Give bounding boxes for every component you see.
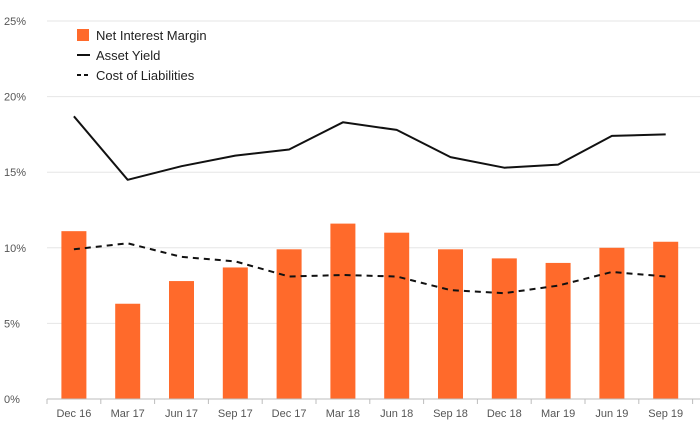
x-tick-label: Dec 17 [272, 408, 307, 420]
x-tick-label: Sep 17 [218, 408, 253, 420]
bar-series [61, 223, 679, 399]
x-tick-label: Jun 18 [380, 408, 413, 420]
bar-net-interest-margin [438, 249, 463, 399]
x-tick-label: Dec 18 [487, 408, 522, 420]
y-tick-label: 10% [4, 243, 26, 255]
bar-net-interest-margin [384, 232, 410, 399]
y-tick-label: 15% [4, 167, 26, 179]
x-tick-label: Mar 18 [326, 408, 360, 420]
bar-net-interest-margin [653, 241, 679, 399]
bar-net-interest-margin [169, 281, 194, 399]
bar-net-interest-margin [330, 223, 356, 399]
x-tick-label: Mar 17 [111, 408, 145, 420]
x-tick-label: Mar 19 [541, 408, 575, 420]
bar-net-interest-margin [115, 303, 141, 399]
x-tick-label: Jun 17 [165, 408, 198, 420]
legend-label: Net Interest Margin [96, 28, 207, 43]
x-tick-label: Dec 16 [56, 408, 91, 420]
y-tick-label: 20% [4, 92, 26, 104]
x-tick-label: Sep 19 [648, 408, 683, 420]
bar-net-interest-margin [491, 258, 517, 399]
legend-swatch-net-interest-margin [77, 29, 89, 41]
x-tick-label: Sep 18 [433, 408, 468, 420]
legend: Net Interest Margin Asset Yield Cost of Li… [77, 28, 207, 83]
line-cost-of-liabilities [73, 242, 666, 295]
line-series [73, 115, 666, 295]
x-tick-label: Jun 19 [595, 408, 628, 420]
x-axis: Dec 16 Mar 17 Jun 17 Sep 17 Dec 17 Mar 18 Jun … [46, 398, 700, 420]
bar-net-interest-margin [61, 231, 87, 399]
bar-net-interest-margin [599, 247, 625, 399]
bar-net-interest-margin [276, 249, 302, 399]
bar-net-interest-margin [545, 262, 571, 399]
y-tick-label: 25% [4, 16, 26, 28]
legend-label: Asset Yield [96, 48, 160, 63]
y-tick-label: 5% [4, 318, 20, 330]
y-tick-label: 0% [4, 394, 20, 406]
line-asset-yield [73, 115, 666, 181]
bar-net-interest-margin [222, 267, 248, 399]
legend-label: Cost of Liabilities [96, 68, 195, 83]
y-axis-tick-labels: 0% 5% 10% 15% 20% 25% [4, 16, 26, 406]
